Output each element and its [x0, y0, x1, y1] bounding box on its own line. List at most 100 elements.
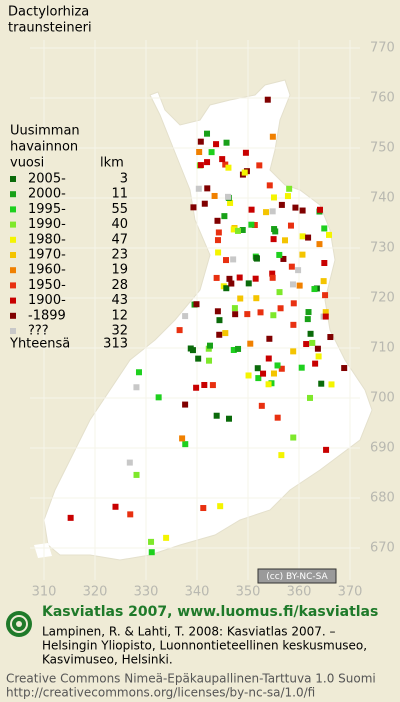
y-grid-label: 710	[370, 341, 395, 356]
legend-label: 1970-	[28, 248, 66, 263]
observation-dot	[277, 305, 284, 312]
y-grid-label: 770	[370, 41, 395, 56]
legend-label: 1980-	[28, 232, 66, 247]
observation-dot	[274, 414, 281, 421]
observation-dot	[295, 267, 302, 274]
observation-dot	[276, 289, 283, 296]
observation-dot	[133, 471, 140, 478]
legend-swatch	[10, 252, 16, 258]
observation-dot	[245, 280, 252, 287]
x-grid-label: 330	[134, 585, 159, 600]
observation-dot	[307, 394, 314, 401]
observation-dot	[213, 141, 220, 148]
observation-dot	[290, 321, 297, 328]
observation-dot	[269, 274, 276, 281]
footer-citation: Helsingin Yliopisto, Luonnontieteellinen…	[42, 639, 367, 653]
legend-swatch	[10, 236, 16, 243]
legend-count: 11	[111, 187, 128, 202]
observation-dot	[264, 96, 271, 103]
y-grid-label: 720	[370, 291, 395, 306]
observation-dot	[215, 249, 222, 256]
observation-dot	[235, 345, 242, 352]
observation-dot	[190, 204, 197, 211]
footer-license: http://creativecommons.org/licenses/by-n…	[6, 686, 315, 700]
x-grid-label: 350	[236, 585, 261, 600]
legend-label: -1899	[28, 308, 66, 323]
observation-dot	[247, 340, 254, 347]
observation-dot	[182, 313, 189, 320]
observation-dot	[305, 309, 312, 316]
legend-swatch	[10, 328, 16, 334]
observation-dot	[270, 312, 277, 319]
observation-dot	[126, 459, 133, 466]
observation-dot	[200, 505, 207, 512]
legend-swatch	[10, 221, 16, 228]
legend-label: 1990-	[28, 217, 66, 232]
legend-label: 2000-	[28, 187, 66, 202]
legend-count: 12	[111, 308, 128, 323]
observation-dot	[127, 511, 134, 518]
observation-dots	[67, 96, 348, 556]
observation-dot	[265, 355, 272, 362]
observation-dot	[208, 149, 215, 156]
license-badge	[257, 568, 337, 584]
legend-swatch	[10, 312, 16, 319]
observation-dot	[299, 207, 306, 214]
observation-dot	[266, 335, 273, 342]
legend-count: 19	[111, 263, 128, 278]
observation-dot	[223, 285, 230, 292]
observation-dot	[196, 149, 203, 156]
observation-dot	[231, 305, 238, 312]
observation-dot	[223, 257, 230, 264]
observation-dot	[322, 292, 329, 299]
observation-dot	[263, 209, 270, 216]
y-grid-label: 740	[370, 191, 395, 206]
legend-heading: lkm	[100, 156, 124, 171]
observation-dot	[206, 342, 213, 349]
observation-dot	[255, 375, 262, 382]
y-grid-label: 730	[370, 241, 395, 256]
observation-dot	[148, 538, 155, 545]
observation-dot	[305, 234, 312, 241]
observation-dot	[253, 254, 260, 261]
observation-dot	[256, 162, 263, 169]
observation-dot	[213, 274, 220, 281]
observation-dot	[315, 353, 322, 360]
y-grid-label: 760	[370, 91, 395, 106]
observation-dot	[311, 286, 318, 293]
observation-dot	[241, 169, 248, 176]
observation-dot	[269, 133, 276, 140]
observation-dot	[197, 138, 204, 145]
observation-dot	[204, 159, 211, 166]
observation-dot	[204, 185, 211, 192]
observation-dot	[248, 221, 255, 228]
observation-dot	[148, 549, 155, 556]
observation-dot	[224, 193, 231, 200]
legend-label: 1995-	[28, 202, 66, 217]
y-grid-label: 670	[370, 541, 395, 556]
observation-dot	[304, 316, 311, 323]
observation-dot	[260, 370, 267, 377]
legend-count: 28	[111, 278, 128, 293]
observation-dot	[182, 401, 189, 408]
legend-label: 1900-	[28, 293, 66, 308]
observation-dot	[223, 139, 230, 146]
observation-dot	[219, 156, 226, 163]
observation-dot	[163, 534, 170, 541]
observation-dot	[112, 503, 119, 510]
observation-dot	[237, 295, 244, 302]
observation-dot	[251, 222, 258, 229]
observation-dot	[265, 381, 272, 388]
observation-dot	[270, 236, 277, 243]
observation-dot	[326, 231, 333, 238]
observation-dot	[321, 260, 328, 267]
observation-dot	[189, 347, 196, 354]
observation-dot	[216, 331, 223, 338]
observation-dot	[316, 241, 323, 248]
observation-dot	[254, 365, 261, 372]
observation-dot	[176, 327, 183, 334]
observation-dot	[322, 309, 329, 316]
legend: 2005- 3 2000- 11 1995- 55 1990- 40 1980- 47 1970- 2…	[10, 172, 128, 339]
license-badge-text: (cc) BY-NC-SA	[266, 572, 328, 582]
observation-dot	[214, 308, 221, 315]
